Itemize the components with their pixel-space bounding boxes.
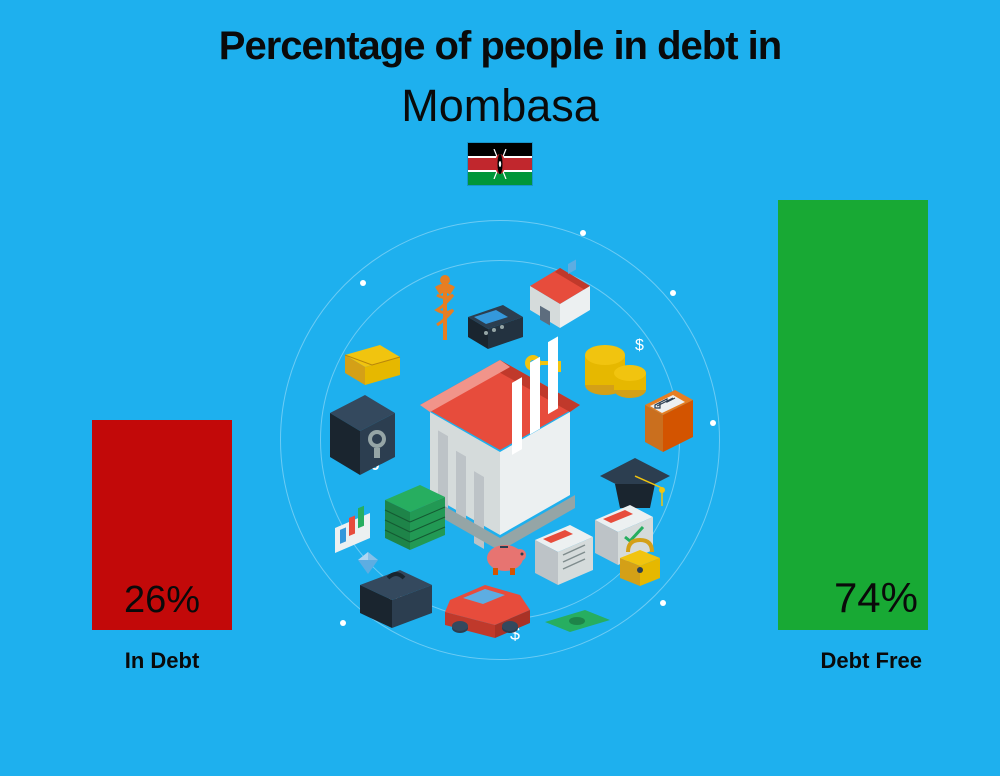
bar-debt-free: 74% Debt Free [778,200,928,674]
bar-in-debt-label: In Debt [92,648,232,674]
title-line1: Percentage of people in debt in [0,24,1000,69]
kenya-flag-icon [467,142,533,186]
svg-text:$: $ [635,337,644,354]
bar-in-debt-value: 26% [92,579,232,622]
finance-illustration: % % $ $ $ [280,220,720,660]
bar-debt-free-label: Debt Free [778,648,928,674]
title-line2: Mombasa [0,80,1000,132]
bar-in-debt: 26% In Debt [92,420,232,674]
bar-debt-free-value: 74% [834,574,918,622]
flag-shield-icon [492,149,508,179]
